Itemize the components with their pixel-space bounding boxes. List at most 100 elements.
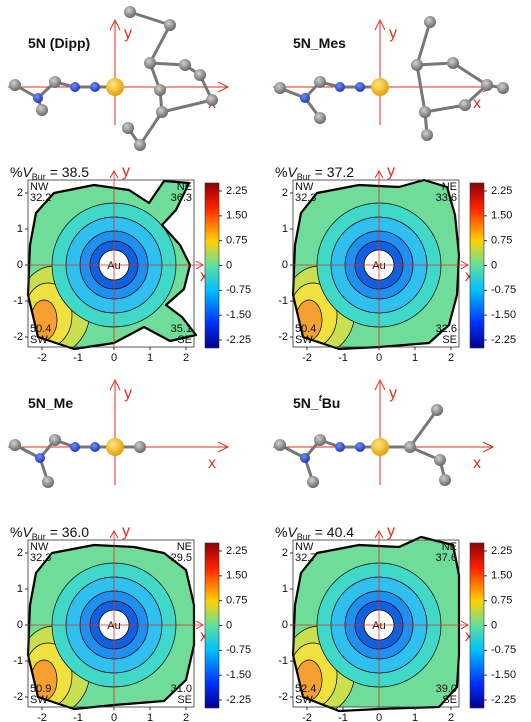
axis-label: y: [387, 523, 395, 540]
y-tick-label: -1: [278, 655, 288, 667]
quadrant-value: 50.4: [295, 323, 316, 335]
name-part: 5N_: [293, 395, 319, 411]
colorbar-tick-label: 2.25: [491, 545, 512, 557]
carbon-atom: [424, 16, 436, 28]
y-tick-label: 1: [17, 223, 23, 235]
x-tick-label: 2: [183, 352, 189, 364]
colorbar-tick-label: -1.50: [226, 669, 251, 681]
x-tick-label: 0: [376, 712, 382, 722]
carbon-atom: [154, 84, 166, 96]
bond: [453, 63, 487, 85]
y-tick-label: 0: [282, 259, 288, 271]
colorbar-tick-label: 1.50: [226, 570, 247, 582]
x-tick-label: -1: [338, 712, 348, 722]
colorbar-tick-label: -0.75: [226, 644, 251, 656]
colorbar-tick-label: -0.75: [491, 644, 516, 656]
carbon-atom: [42, 476, 54, 488]
vbur-eq: =: [311, 164, 327, 180]
carbon-atom: [497, 82, 509, 94]
colorbar-tick-label: -1.50: [491, 669, 516, 681]
colorbar-tick-label: 0: [491, 259, 497, 271]
name-part: 5N (Dipp): [28, 35, 90, 51]
axis-label: x: [473, 455, 481, 472]
gold-atom: [371, 78, 389, 96]
molecule-name: 5N_Mes: [293, 35, 346, 51]
x-tick-label: 0: [111, 352, 117, 364]
y-tick-label: -1: [278, 295, 288, 307]
colorbar: [470, 543, 484, 708]
y-tick-label: 2: [17, 187, 23, 199]
y-tick-label: -1: [13, 655, 23, 667]
colorbar-tick-label: 2.25: [226, 185, 247, 197]
y-tick-label: 2: [282, 547, 288, 559]
y-tick-label: 2: [17, 547, 23, 559]
carbon-atom: [49, 76, 61, 88]
x-tick-label: 1: [412, 352, 418, 364]
colorbar-tick-label: 0.75: [226, 235, 247, 247]
nitrogen-atom: [70, 442, 80, 452]
colorbar-tick-label: -2.25: [226, 334, 251, 346]
quadrant-value: 32.3: [295, 192, 316, 204]
bond: [410, 410, 437, 447]
axis-label: y: [124, 385, 132, 402]
colorbar-tick-label: 0: [226, 619, 232, 631]
colorbar-tick-label: 0.75: [226, 595, 247, 607]
colorbar-tick-label: -2.25: [491, 694, 516, 706]
y-tick-label: 1: [282, 223, 288, 235]
colorbar-tick-label: 1.50: [226, 210, 247, 222]
colorbar-tick-label: 2.25: [226, 545, 247, 557]
colorbar-tick-label: 0: [491, 619, 497, 631]
x-tick-label: 0: [376, 352, 382, 364]
bond: [130, 12, 170, 25]
vbur-eq: =: [311, 524, 327, 540]
page: {"panels": [ {"name": {"main": "5N (Dipp…: [0, 0, 531, 722]
vbur-label: %VBur = 37.2: [275, 164, 354, 183]
nitrogen-atom: [355, 82, 365, 92]
carbon-atom: [36, 104, 48, 116]
quadrant-value: 50.4: [30, 323, 51, 335]
y-tick-label: -2: [13, 331, 23, 343]
x-tick-label: 2: [448, 712, 454, 722]
carbon-atom: [206, 94, 218, 106]
molecule-name: 5N_Me: [28, 395, 73, 411]
vbur-value: 37.2: [327, 164, 354, 180]
figure: 5N (Dipp)yx%VBur = 38.5Auyx-2-1012-2-101…: [0, 0, 531, 722]
quadrant-value: 32.7: [295, 552, 316, 564]
vbur-value: 38.5: [62, 164, 89, 180]
quadrant-name: SW: [30, 334, 48, 346]
y-tick-label: -2: [13, 691, 23, 703]
x-tick-label: 1: [412, 712, 418, 722]
colorbar-tick-label: -0.75: [491, 284, 516, 296]
x-tick-label: -1: [338, 352, 348, 364]
nitrogen-atom: [300, 93, 310, 103]
colorbar-tick-label: 1.50: [491, 570, 512, 582]
x-tick-label: 1: [147, 352, 153, 364]
carbon-atom: [194, 69, 206, 81]
axis-label: y: [389, 25, 397, 42]
bond: [425, 105, 465, 112]
carbon-atom: [314, 434, 326, 446]
carbon-atom: [179, 59, 191, 71]
carbon-atom: [274, 82, 286, 94]
axis-label: y: [389, 385, 397, 402]
nitrogen-atom: [35, 453, 45, 463]
x-tick-label: -1: [73, 712, 83, 722]
carbon-atom: [9, 439, 21, 451]
x-tick-label: 2: [448, 352, 454, 364]
carbon-atom: [421, 129, 433, 141]
panel: 5N (Dipp)yx%VBur = 38.5Auyx-2-1012-2-101…: [8, 6, 251, 364]
quadrant-name: SE: [177, 334, 192, 346]
carbon-atom: [49, 434, 61, 446]
quadrant-name: SE: [442, 334, 457, 346]
y-tick-label: 1: [282, 583, 288, 595]
carbon-atom: [459, 99, 471, 111]
carbon-atom: [156, 106, 168, 118]
carbon-atom: [314, 76, 326, 88]
axis-label: y: [387, 163, 395, 180]
carbon-atom: [9, 79, 21, 91]
axis-label: y: [124, 25, 132, 42]
vbur-label: %VBur = 40.4: [275, 524, 354, 543]
nitrogen-atom: [70, 82, 80, 92]
vbur-prefix: %: [275, 524, 287, 540]
carbon-atom: [447, 57, 459, 69]
